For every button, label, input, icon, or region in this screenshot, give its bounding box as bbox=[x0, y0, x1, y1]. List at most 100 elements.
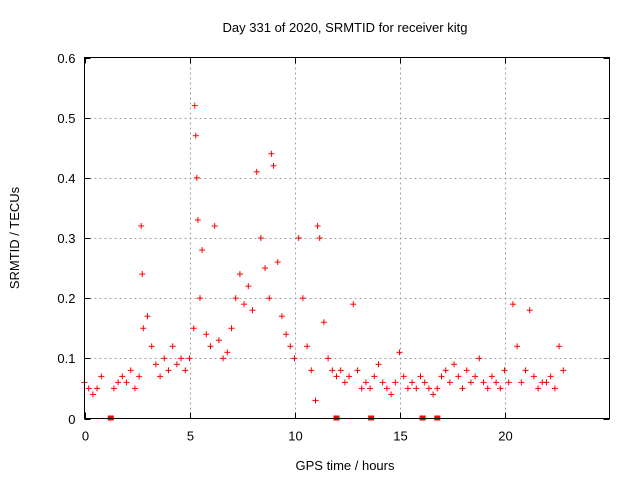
data-point bbox=[341, 379, 348, 386]
data-point bbox=[409, 379, 416, 386]
data-point bbox=[193, 174, 200, 181]
data-point bbox=[543, 379, 550, 386]
data-points bbox=[81, 102, 567, 404]
data-point bbox=[253, 168, 260, 175]
data-point bbox=[236, 271, 243, 278]
data-point bbox=[165, 367, 172, 374]
data-point bbox=[417, 373, 424, 380]
data-point bbox=[320, 319, 327, 326]
data-point bbox=[358, 385, 365, 392]
data-point bbox=[161, 355, 168, 362]
data-point bbox=[547, 373, 554, 380]
data-point bbox=[337, 367, 344, 374]
data-point bbox=[396, 349, 403, 356]
data-point bbox=[169, 343, 176, 350]
data-point bbox=[152, 361, 159, 368]
x-tick-label: 0 bbox=[82, 429, 89, 444]
data-point bbox=[476, 355, 483, 362]
data-point bbox=[501, 367, 508, 374]
data-point bbox=[203, 331, 210, 338]
data-point bbox=[446, 379, 453, 386]
data-point bbox=[215, 337, 222, 344]
data-point bbox=[178, 355, 185, 362]
data-point bbox=[362, 379, 369, 386]
data-point bbox=[484, 385, 491, 392]
data-point bbox=[535, 385, 542, 392]
data-point bbox=[220, 355, 227, 362]
data-point bbox=[144, 313, 151, 320]
chart-title: Day 331 of 2020, SRMTID for receiver kit… bbox=[223, 20, 468, 35]
y-tick-label: 0.3 bbox=[57, 231, 75, 246]
data-point bbox=[186, 355, 193, 362]
data-point bbox=[270, 162, 277, 169]
x-tick-label: 5 bbox=[187, 429, 194, 444]
grid-lines bbox=[84, 57, 610, 419]
data-point bbox=[138, 222, 145, 229]
data-point bbox=[136, 373, 143, 380]
data-point bbox=[194, 216, 201, 223]
data-point bbox=[268, 150, 275, 157]
y-tick-label: 0.4 bbox=[57, 171, 75, 186]
data-point bbox=[400, 373, 407, 380]
data-point bbox=[127, 367, 134, 374]
data-point bbox=[371, 373, 378, 380]
data-point bbox=[115, 379, 122, 386]
axes: 0 0.1 0.2 0.3 0.4 0.5 0.6 0 5 10 15 20 bbox=[57, 51, 610, 444]
data-point bbox=[131, 385, 138, 392]
data-point bbox=[299, 295, 306, 302]
data-point bbox=[388, 391, 395, 398]
y-tick-label: 0 bbox=[68, 412, 75, 427]
data-point bbox=[560, 367, 567, 374]
data-point bbox=[245, 283, 252, 290]
data-point bbox=[325, 355, 332, 362]
data-point bbox=[278, 313, 285, 320]
data-point bbox=[480, 379, 487, 386]
data-point bbox=[434, 385, 441, 392]
data-point bbox=[304, 343, 311, 350]
data-point bbox=[98, 373, 105, 380]
data-point bbox=[459, 385, 466, 392]
y-tick-label: 0.1 bbox=[57, 351, 75, 366]
data-point bbox=[192, 132, 199, 139]
data-point bbox=[451, 361, 458, 368]
data-point bbox=[241, 301, 248, 308]
data-point bbox=[383, 385, 390, 392]
data-point bbox=[316, 235, 323, 241]
data-point bbox=[472, 373, 479, 380]
data-point bbox=[89, 391, 96, 398]
data-point bbox=[123, 379, 130, 386]
data-point bbox=[514, 343, 521, 350]
x-tick-label: 15 bbox=[393, 429, 407, 444]
data-point bbox=[413, 385, 420, 392]
data-point bbox=[488, 373, 495, 380]
data-point bbox=[262, 265, 269, 272]
data-point bbox=[224, 349, 231, 356]
data-point bbox=[518, 379, 525, 386]
data-point bbox=[140, 325, 147, 332]
data-point bbox=[283, 331, 290, 338]
data-point bbox=[493, 379, 500, 386]
data-point bbox=[232, 295, 239, 302]
data-point bbox=[148, 343, 155, 350]
data-point bbox=[556, 343, 563, 350]
data-point bbox=[266, 295, 273, 302]
y-tick-label: 0.5 bbox=[57, 111, 75, 126]
data-point bbox=[312, 397, 319, 404]
data-point bbox=[379, 379, 386, 386]
data-point bbox=[249, 307, 256, 314]
data-point bbox=[463, 367, 470, 374]
data-point bbox=[350, 301, 357, 308]
data-point bbox=[497, 385, 504, 392]
y-tick-label: 0.2 bbox=[57, 291, 75, 306]
x-tick-label: 20 bbox=[498, 429, 512, 444]
data-point bbox=[526, 307, 533, 314]
data-point bbox=[190, 325, 197, 332]
data-point bbox=[197, 295, 203, 302]
data-point bbox=[425, 385, 432, 392]
data-point bbox=[191, 102, 198, 109]
data-point bbox=[421, 379, 428, 386]
data-point bbox=[392, 379, 399, 386]
data-point bbox=[442, 367, 449, 374]
data-point bbox=[551, 385, 558, 392]
data-point bbox=[505, 379, 512, 386]
